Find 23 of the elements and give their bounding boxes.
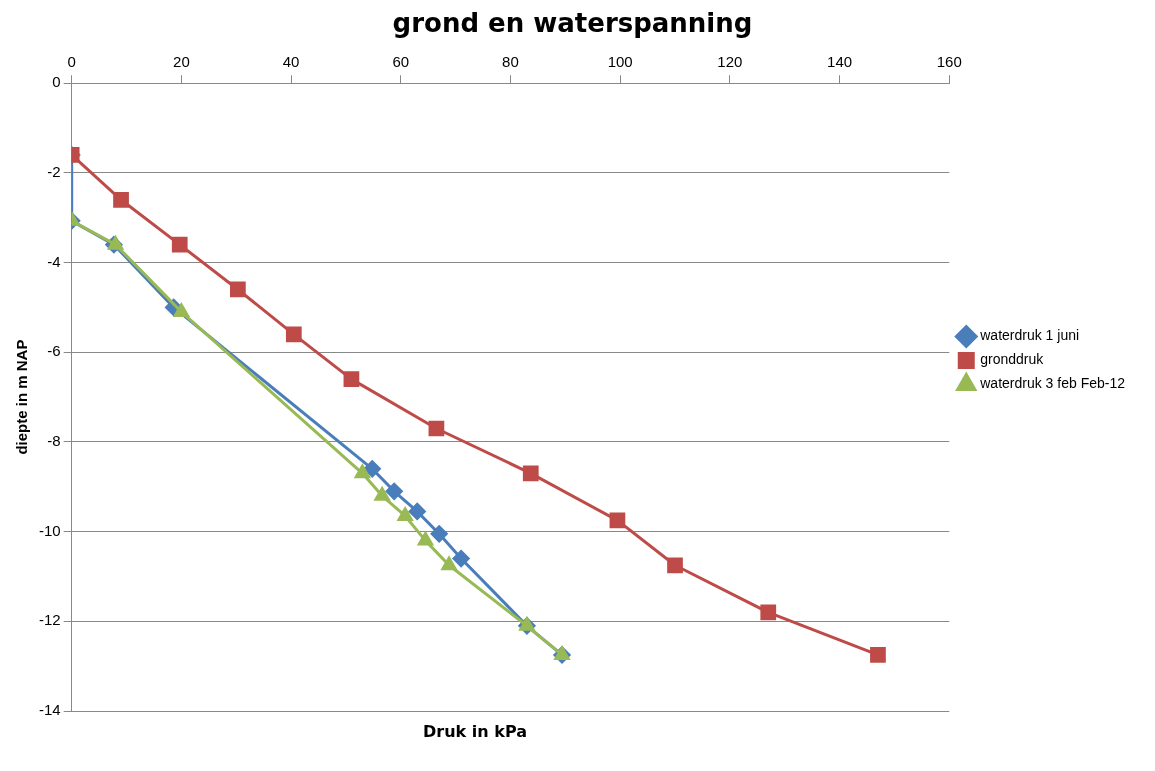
y-tick-label: -10 — [38, 521, 61, 539]
x-tick-label: 120 — [717, 53, 743, 71]
legend-label: gronddruk — [980, 351, 1045, 368]
chart-title: grond en waterspanning — [392, 8, 753, 39]
y-tick-label: 0 — [52, 73, 61, 91]
y-tick-label: -2 — [47, 163, 61, 181]
x-tick-label: 160 — [936, 53, 962, 71]
y-tick-label: -14 — [38, 701, 61, 719]
legend-label: waterdruk 1 juni — [979, 327, 1080, 344]
x-tick-label: 0 — [67, 53, 76, 71]
x-tick-label: 60 — [392, 53, 410, 71]
y-tick-label: -6 — [47, 342, 61, 360]
y-tick-label: -12 — [38, 611, 61, 629]
legend-label: waterdruk 3 feb Feb-12 — [979, 375, 1126, 392]
y-tick-label: -8 — [47, 432, 61, 450]
y-axis-title: diepte in m NAP — [13, 339, 31, 455]
x-tick-label: 80 — [502, 53, 519, 71]
x-tick-label: 40 — [282, 53, 300, 71]
x-tick-label: 20 — [173, 53, 190, 71]
y-tick-label: -4 — [47, 252, 61, 270]
x-tick-label: 140 — [827, 53, 853, 71]
x-tick-label: 100 — [607, 53, 633, 71]
x-axis-title: Druk in kPa — [422, 722, 528, 741]
